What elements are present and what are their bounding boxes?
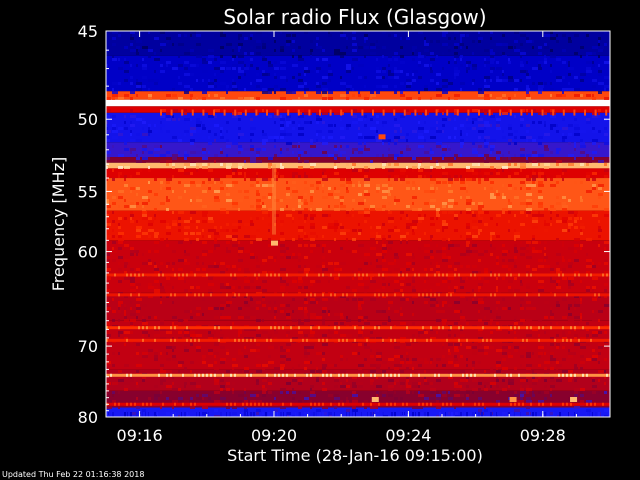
y-axis-label: Frequency [MHz] bbox=[49, 157, 68, 291]
periodic-spike bbox=[531, 109, 533, 116]
updated-timestamp: Updated Thu Feb 22 01:16:38 2018 bbox=[2, 470, 145, 479]
periodic-spike bbox=[446, 109, 449, 116]
x-tick-label: 09:16 bbox=[117, 426, 163, 445]
x-tick-label: 09:24 bbox=[385, 426, 431, 445]
periodic-spike bbox=[541, 109, 544, 116]
x-axis-label: Start Time (28-Jan-16 09:15:00) bbox=[227, 446, 483, 465]
y-tick-label: 45 bbox=[78, 22, 98, 41]
periodic-spike bbox=[594, 109, 597, 116]
periodic-spike bbox=[520, 109, 523, 116]
band bbox=[106, 168, 610, 179]
periodic-spike bbox=[435, 109, 438, 116]
periodic-spike bbox=[181, 109, 184, 116]
periodic-spike bbox=[266, 109, 268, 116]
y-axis: 45 50 55 60 70 80 bbox=[78, 22, 610, 427]
band bbox=[106, 157, 610, 163]
periodic-spike bbox=[191, 109, 194, 116]
y-tick-label: 80 bbox=[78, 408, 98, 427]
burst-point bbox=[378, 134, 386, 140]
periodic-spike bbox=[425, 109, 427, 116]
plot-frame bbox=[105, 30, 611, 418]
y-tick-label: 60 bbox=[78, 243, 98, 262]
periodic-spike bbox=[562, 109, 565, 116]
band bbox=[106, 407, 610, 417]
y-tick-label: 50 bbox=[78, 110, 98, 129]
periodic-spike bbox=[234, 109, 237, 116]
interference-line bbox=[106, 338, 610, 342]
periodic-spike bbox=[340, 109, 343, 116]
periodic-spike bbox=[223, 109, 226, 116]
periodic-spike bbox=[244, 109, 247, 116]
band bbox=[106, 99, 610, 107]
chart-title: Solar radio Flux (Glasgow) bbox=[223, 5, 486, 29]
periodic-spike bbox=[467, 109, 470, 116]
band bbox=[106, 162, 610, 169]
periodic-spike bbox=[488, 109, 491, 116]
periodic-spike bbox=[213, 109, 215, 116]
periodic-spike bbox=[584, 109, 586, 116]
interference-line bbox=[106, 402, 610, 406]
x-axis: 09:16 09:20 09:24 09:28 bbox=[105, 31, 611, 445]
periodic-spike bbox=[552, 109, 555, 116]
x-tick-label: 09:28 bbox=[520, 426, 566, 445]
periodic-spike bbox=[287, 109, 290, 116]
interference-line bbox=[106, 293, 610, 297]
periodic-spike bbox=[329, 109, 332, 116]
x-tick-label: 09:20 bbox=[251, 426, 297, 445]
periodic-spike bbox=[361, 109, 364, 116]
periodic-spike bbox=[308, 109, 311, 116]
periodic-spike bbox=[160, 109, 162, 116]
periodic-spike bbox=[319, 109, 321, 116]
periodic-spike bbox=[414, 109, 417, 116]
band bbox=[106, 106, 610, 113]
band bbox=[106, 55, 610, 92]
burst-point bbox=[509, 397, 517, 402]
y-tick-label: 55 bbox=[78, 182, 98, 201]
interference-line bbox=[106, 326, 610, 330]
y-tick-label: 70 bbox=[78, 337, 98, 356]
periodic-spike bbox=[499, 109, 502, 116]
periodic-spike bbox=[478, 109, 480, 116]
plot-area bbox=[106, 31, 610, 417]
periodic-spike bbox=[350, 109, 353, 116]
periodic-spike bbox=[255, 109, 258, 116]
periodic-spike bbox=[509, 109, 512, 116]
periodic-spike bbox=[393, 109, 396, 116]
periodic-spike bbox=[276, 109, 279, 116]
burst-point bbox=[371, 397, 379, 402]
periodic-spike bbox=[403, 109, 406, 116]
periodic-spike bbox=[170, 109, 173, 116]
periodic-spike bbox=[372, 109, 374, 116]
periodic-spike bbox=[382, 109, 385, 116]
periodic-spike bbox=[573, 109, 576, 116]
burst-streak bbox=[272, 164, 276, 235]
periodic-spike bbox=[202, 109, 205, 116]
periodic-spike bbox=[297, 109, 300, 116]
periodic-spike bbox=[456, 109, 459, 116]
periodic-spike bbox=[605, 109, 608, 116]
burst-point bbox=[271, 240, 278, 246]
burst-point bbox=[570, 397, 578, 402]
